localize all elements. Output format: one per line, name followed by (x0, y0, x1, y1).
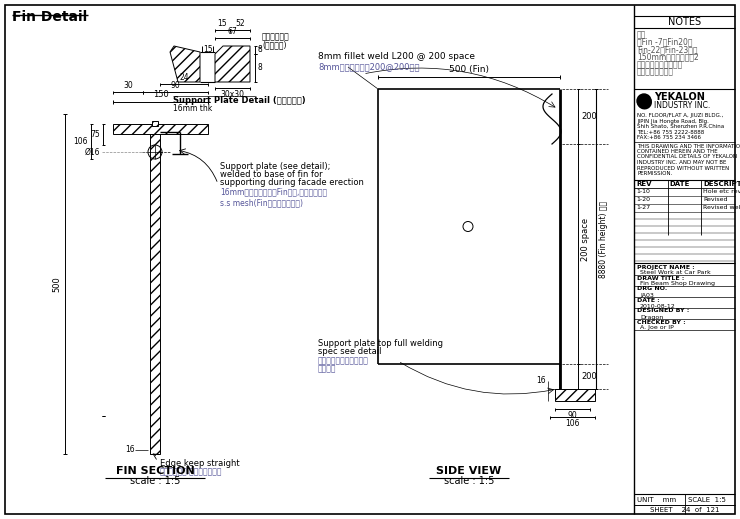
Text: A. Joe or IP: A. Joe or IP (640, 325, 673, 331)
Text: Fin Beam Shop Drawing: Fin Beam Shop Drawing (640, 281, 715, 286)
Text: 15: 15 (217, 19, 227, 28)
Text: (需切坡口): (需切坡口) (262, 40, 286, 49)
Text: scale : 1:5: scale : 1:5 (444, 476, 494, 486)
Text: CONTAINED HEREIN AND THE: CONTAINED HEREIN AND THE (637, 149, 718, 154)
Text: NOTES: NOTES (668, 17, 701, 27)
Text: 24: 24 (179, 73, 189, 82)
Text: 16mm thk: 16mm thk (173, 104, 212, 113)
Text: Shih Shato, Shenzhen P.R.China: Shih Shato, Shenzhen P.R.China (637, 124, 724, 129)
Text: 16: 16 (125, 445, 135, 455)
Text: Fin Detail: Fin Detail (12, 10, 87, 24)
Text: NO. FLOOR/FLAT A, JIUZI BLDG.,: NO. FLOOR/FLAT A, JIUZI BLDG., (637, 113, 724, 118)
Polygon shape (150, 134, 160, 454)
Text: 30x30: 30x30 (221, 90, 244, 99)
Text: REV: REV (636, 181, 651, 186)
Text: Steel Work at Car Park: Steel Work at Car Park (640, 270, 710, 276)
Text: PROJECT NAME :: PROJECT NAME : (637, 265, 695, 269)
Text: 见细节图: 见细节图 (318, 364, 337, 373)
Text: DATE :: DATE : (637, 297, 660, 303)
Text: 8mm角焊；线焊长200@200间距: 8mm角焊；线焊长200@200间距 (318, 62, 420, 71)
Text: 106: 106 (565, 419, 579, 428)
Text: 500: 500 (52, 276, 61, 292)
Text: DRAW TITLE :: DRAW TITLE : (637, 276, 684, 280)
Text: 200 space: 200 space (581, 217, 590, 261)
Text: FAX:+86 755 234 3466: FAX:+86 755 234 3466 (637, 135, 701, 140)
Text: 500 (Fin): 500 (Fin) (449, 65, 489, 74)
Text: 1-10: 1-10 (636, 189, 650, 194)
Text: TEL:+86 755 2222-8888: TEL:+86 755 2222-8888 (637, 130, 704, 134)
Text: Dragon: Dragon (640, 315, 663, 320)
Text: 16mm支撇钓板焊接于Fin下方,焊缝在上表面: 16mm支撇钓板焊接于Fin下方,焊缝在上表面 (220, 187, 327, 196)
Text: Support plate top full welding: Support plate top full welding (318, 339, 443, 348)
Text: Ø16: Ø16 (84, 147, 100, 157)
Text: PERMISSION.: PERMISSION. (637, 171, 673, 176)
Text: Edge keep straight: Edge keep straight (160, 459, 240, 468)
Text: supporting during facade erection: supporting during facade erection (220, 178, 364, 187)
Text: 2010-08-12: 2010-08-12 (640, 304, 676, 308)
Text: 8mm fillet weld L200 @ 200 space: 8mm fillet weld L200 @ 200 space (318, 52, 475, 61)
Text: 30: 30 (123, 81, 133, 90)
Text: INDUSTRY INC.: INDUSTRY INC. (654, 101, 710, 110)
Text: REPRODUCED WITHOUT WRITTEN: REPRODUCED WITHOUT WRITTEN (637, 166, 729, 171)
Text: Support Plate Detail (支撇小钓板): Support Plate Detail (支撇小钓板) (173, 96, 306, 105)
Text: 小钓片焊接位: 小钓片焊接位 (262, 32, 290, 41)
Text: 200: 200 (581, 112, 596, 121)
Text: Revised: Revised (703, 197, 728, 202)
Text: 90: 90 (568, 411, 577, 420)
Text: CHECKED BY :: CHECKED BY : (637, 320, 686, 324)
Text: welded to base of fin for: welded to base of fin for (220, 170, 323, 179)
Polygon shape (170, 46, 200, 82)
Text: 8: 8 (258, 46, 263, 54)
Polygon shape (555, 389, 595, 401)
Text: 106: 106 (73, 137, 88, 146)
Text: 150mm度背板，可以2: 150mm度背板，可以2 (637, 52, 699, 61)
Text: Revised welding pages: Revised welding pages (703, 205, 740, 210)
Text: DRG NO.: DRG NO. (637, 286, 667, 292)
Polygon shape (113, 124, 208, 134)
Text: 75: 75 (90, 130, 100, 139)
Polygon shape (215, 46, 250, 82)
Text: DATE: DATE (670, 181, 690, 186)
Text: 150: 150 (152, 90, 169, 99)
Text: 层等长钓板拼接外，其: 层等长钓板拼接外，其 (637, 60, 683, 69)
Text: 1-27: 1-27 (636, 205, 650, 210)
Text: 8: 8 (258, 63, 263, 73)
Polygon shape (152, 121, 158, 126)
Text: THIS DRAWING AND THE INFORMATION: THIS DRAWING AND THE INFORMATION (637, 143, 740, 148)
Text: DESIGNED BY :: DESIGNED BY : (637, 308, 690, 313)
Text: Fin-22、Fin-23前部: Fin-22、Fin-23前部 (637, 45, 698, 54)
Text: UNIT    mm: UNIT mm (637, 497, 676, 503)
Text: scale : 1:5: scale : 1:5 (130, 476, 180, 486)
Text: SHEET    24  of  121: SHEET 24 of 121 (650, 507, 719, 513)
Text: 52: 52 (235, 19, 245, 28)
Text: 15: 15 (203, 45, 212, 53)
Text: INDUSTRY INC. AND MAY NOT BE: INDUSTRY INC. AND MAY NOT BE (637, 160, 727, 165)
Text: 此边为外露边,平直且保持棱角: 此边为外露边,平直且保持棱角 (160, 467, 223, 476)
Text: 小钓片顶面済焊并抛光，: 小钓片顶面済焊并抛光， (318, 356, 369, 365)
Text: spec see detail: spec see detail (318, 347, 382, 356)
Text: SCALE  1:5: SCALE 1:5 (687, 497, 725, 503)
Text: 90: 90 (171, 81, 181, 90)
Text: Support plate (see detail);: Support plate (see detail); (220, 162, 330, 171)
Text: Hole etc revised: Hole etc revised (703, 189, 740, 194)
Circle shape (637, 94, 651, 108)
Text: 除Fin -7、Fin20、: 除Fin -7、Fin20、 (637, 37, 693, 47)
Text: JIPIN Jia Hongte Road, Blg.: JIPIN Jia Hongte Road, Blg. (637, 118, 709, 124)
Text: 8880 (Fin height) 总高: 8880 (Fin height) 总高 (599, 200, 608, 278)
Text: CONFIDENTIAL DETAILS OF YEKALON: CONFIDENTIAL DETAILS OF YEKALON (637, 155, 737, 159)
Text: 余钓板不允许拼接: 余钓板不允许拼接 (637, 67, 674, 76)
Text: 注：: 注： (637, 30, 646, 39)
Text: DESCRIPTION: DESCRIPTION (703, 181, 740, 186)
Text: s.s mesh(Fin下方支撇的钓网): s.s mesh(Fin下方支撇的钓网) (220, 198, 303, 207)
Text: 200: 200 (581, 372, 596, 381)
Text: SIDE VIEW: SIDE VIEW (437, 466, 502, 476)
Text: ●: ● (636, 91, 653, 111)
Text: 67: 67 (228, 27, 238, 36)
Text: JA03: JA03 (640, 293, 654, 297)
Text: 16: 16 (536, 376, 546, 385)
Text: YEKALON: YEKALON (654, 92, 705, 102)
Text: FIN SECTION: FIN SECTION (115, 466, 195, 476)
Text: 1-20: 1-20 (636, 197, 650, 202)
